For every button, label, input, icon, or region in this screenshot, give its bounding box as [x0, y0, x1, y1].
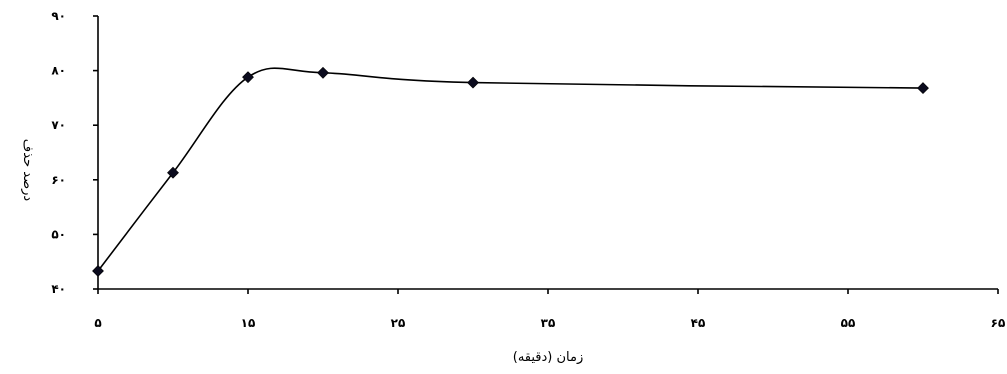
x-tick-label: ۵: [94, 316, 101, 330]
data-markers: [92, 66, 929, 277]
x-tick-label: ۲۵: [391, 316, 406, 330]
data-point: [467, 76, 479, 89]
x-tick-label: ۳۵: [541, 316, 556, 330]
x-tick-label: ۴۵: [691, 316, 706, 330]
x-tick-label: ۵۵: [841, 316, 856, 330]
data-point: [917, 82, 929, 94]
data-point: [167, 166, 179, 179]
series: [97, 67, 924, 272]
data-point: [242, 71, 254, 84]
x-axis-title: زمان (دقیقه): [513, 350, 584, 365]
ticks: ۴۰ ۵۰ ۶۰ ۷۰ ۸۰ ۹۰ ۵ ۱۵ ۲۵ ۳۵ ۴۵ ۵۵ ۶۵: [51, 9, 1005, 330]
x-tick-label: ۱۵: [241, 316, 256, 330]
data-point: [92, 265, 104, 277]
y-tick-label: ۹۰: [51, 9, 66, 23]
y-tick-label: ۷۰: [51, 118, 66, 132]
series-line: [97, 67, 924, 272]
x-tick-label: ۶۵: [991, 316, 1006, 330]
y-tick-label: ۶۰: [51, 173, 66, 187]
y-axis-title: درصد حذف: [20, 139, 35, 202]
y-tick-label: ۸۰: [51, 64, 66, 78]
data-point: [317, 66, 329, 79]
y-tick-label: ۵۰: [51, 227, 66, 241]
axes: [97, 16, 998, 290]
y-tick-label: ۴۰: [51, 282, 66, 296]
